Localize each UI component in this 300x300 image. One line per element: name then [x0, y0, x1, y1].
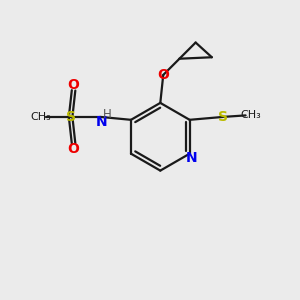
Text: S: S: [66, 110, 76, 124]
Text: O: O: [68, 142, 80, 156]
Text: O: O: [68, 78, 80, 92]
Text: N: N: [186, 152, 197, 165]
Text: H: H: [103, 108, 112, 121]
Text: S: S: [218, 110, 229, 124]
Text: CH₃: CH₃: [31, 112, 51, 122]
Text: O: O: [157, 68, 169, 82]
Text: CH₃: CH₃: [241, 110, 261, 120]
Text: N: N: [96, 115, 107, 129]
